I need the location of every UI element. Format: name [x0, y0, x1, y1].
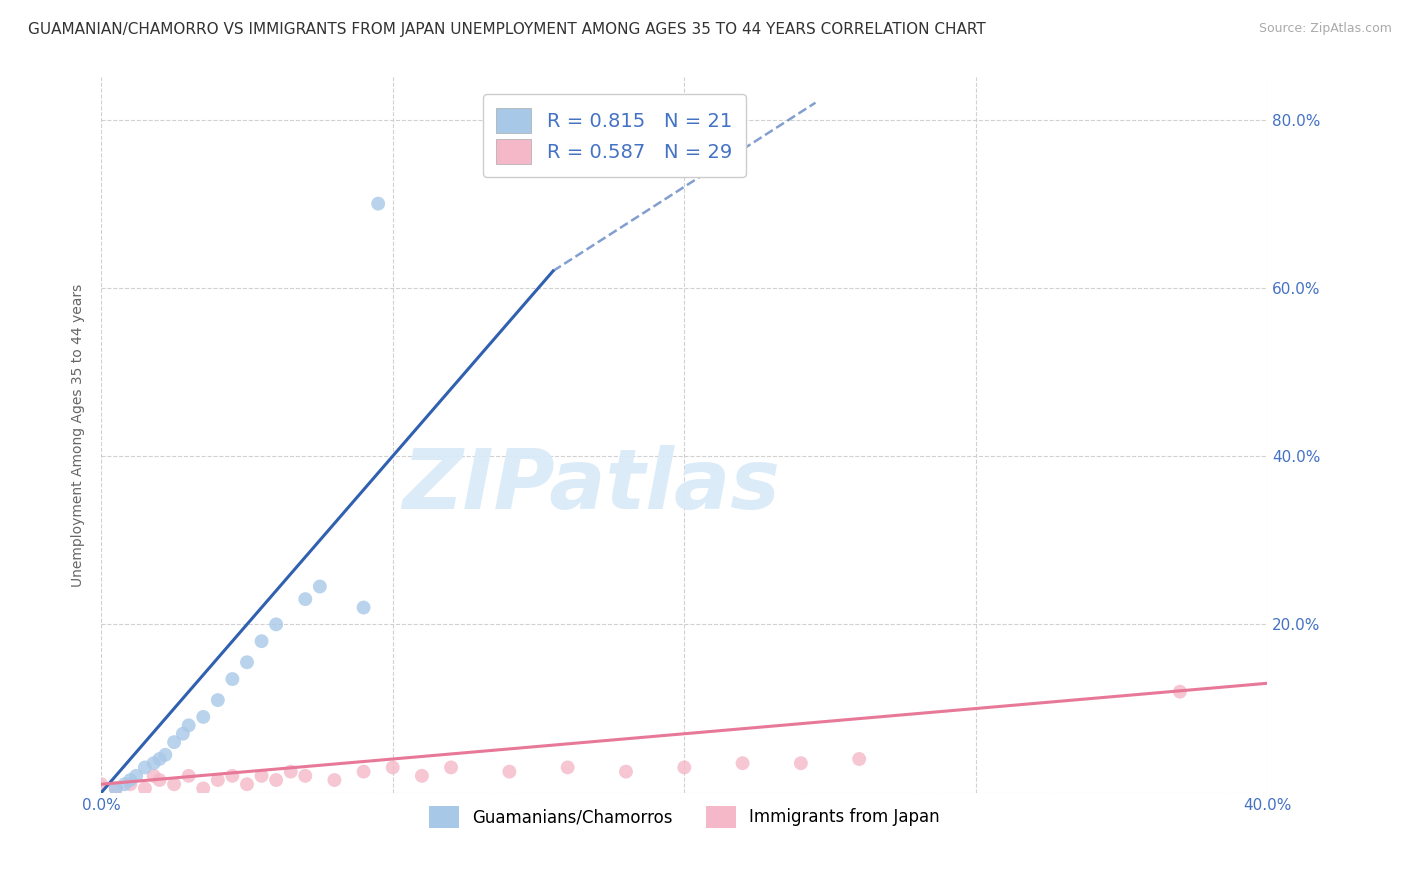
Point	[177, 769, 200, 783]
Point	[142, 769, 165, 783]
Point	[557, 760, 579, 774]
Text: GUAMANIAN/CHAMORRO VS IMMIGRANTS FROM JAPAN UNEMPLOYMENT AMONG AGES 35 TO 44 YEA: GUAMANIAN/CHAMORRO VS IMMIGRANTS FROM JA…	[28, 22, 986, 37]
Point	[353, 764, 375, 779]
Point	[155, 747, 177, 762]
Point	[163, 777, 186, 791]
Point	[221, 672, 243, 686]
Point	[134, 781, 156, 796]
Text: Source: ZipAtlas.com: Source: ZipAtlas.com	[1258, 22, 1392, 36]
Point	[264, 617, 287, 632]
Point	[104, 781, 127, 796]
Point	[353, 600, 375, 615]
Point	[323, 772, 346, 787]
Point	[114, 777, 136, 791]
Point	[148, 752, 170, 766]
Point	[236, 655, 259, 669]
Point	[142, 756, 165, 771]
Point	[1168, 684, 1191, 698]
Point	[367, 196, 389, 211]
Point	[308, 580, 330, 594]
Point	[221, 769, 243, 783]
Point	[294, 592, 316, 607]
Point	[177, 718, 200, 732]
Point	[264, 772, 287, 787]
Point	[848, 752, 870, 766]
Point	[120, 772, 142, 787]
Point	[280, 764, 302, 779]
Point	[104, 781, 127, 796]
Point	[207, 693, 229, 707]
Point	[381, 760, 404, 774]
Point	[90, 777, 112, 791]
Point	[731, 756, 754, 771]
Point	[790, 756, 813, 771]
Point	[236, 777, 259, 791]
Y-axis label: Unemployment Among Ages 35 to 44 years: Unemployment Among Ages 35 to 44 years	[72, 284, 86, 587]
Point	[440, 760, 463, 774]
Point	[207, 772, 229, 787]
Point	[120, 777, 142, 791]
Point	[193, 781, 215, 796]
Legend: Guamanians/Chamorros, Immigrants from Japan: Guamanians/Chamorros, Immigrants from Ja…	[422, 799, 946, 834]
Point	[163, 735, 186, 749]
Point	[172, 727, 194, 741]
Point	[411, 769, 433, 783]
Point	[250, 634, 273, 648]
Point	[148, 772, 170, 787]
Point	[193, 710, 215, 724]
Point	[125, 769, 148, 783]
Point	[250, 769, 273, 783]
Point	[614, 764, 637, 779]
Point	[498, 764, 520, 779]
Point	[294, 769, 316, 783]
Point	[673, 760, 696, 774]
Point	[134, 760, 156, 774]
Text: ZIPatlas: ZIPatlas	[402, 444, 780, 525]
